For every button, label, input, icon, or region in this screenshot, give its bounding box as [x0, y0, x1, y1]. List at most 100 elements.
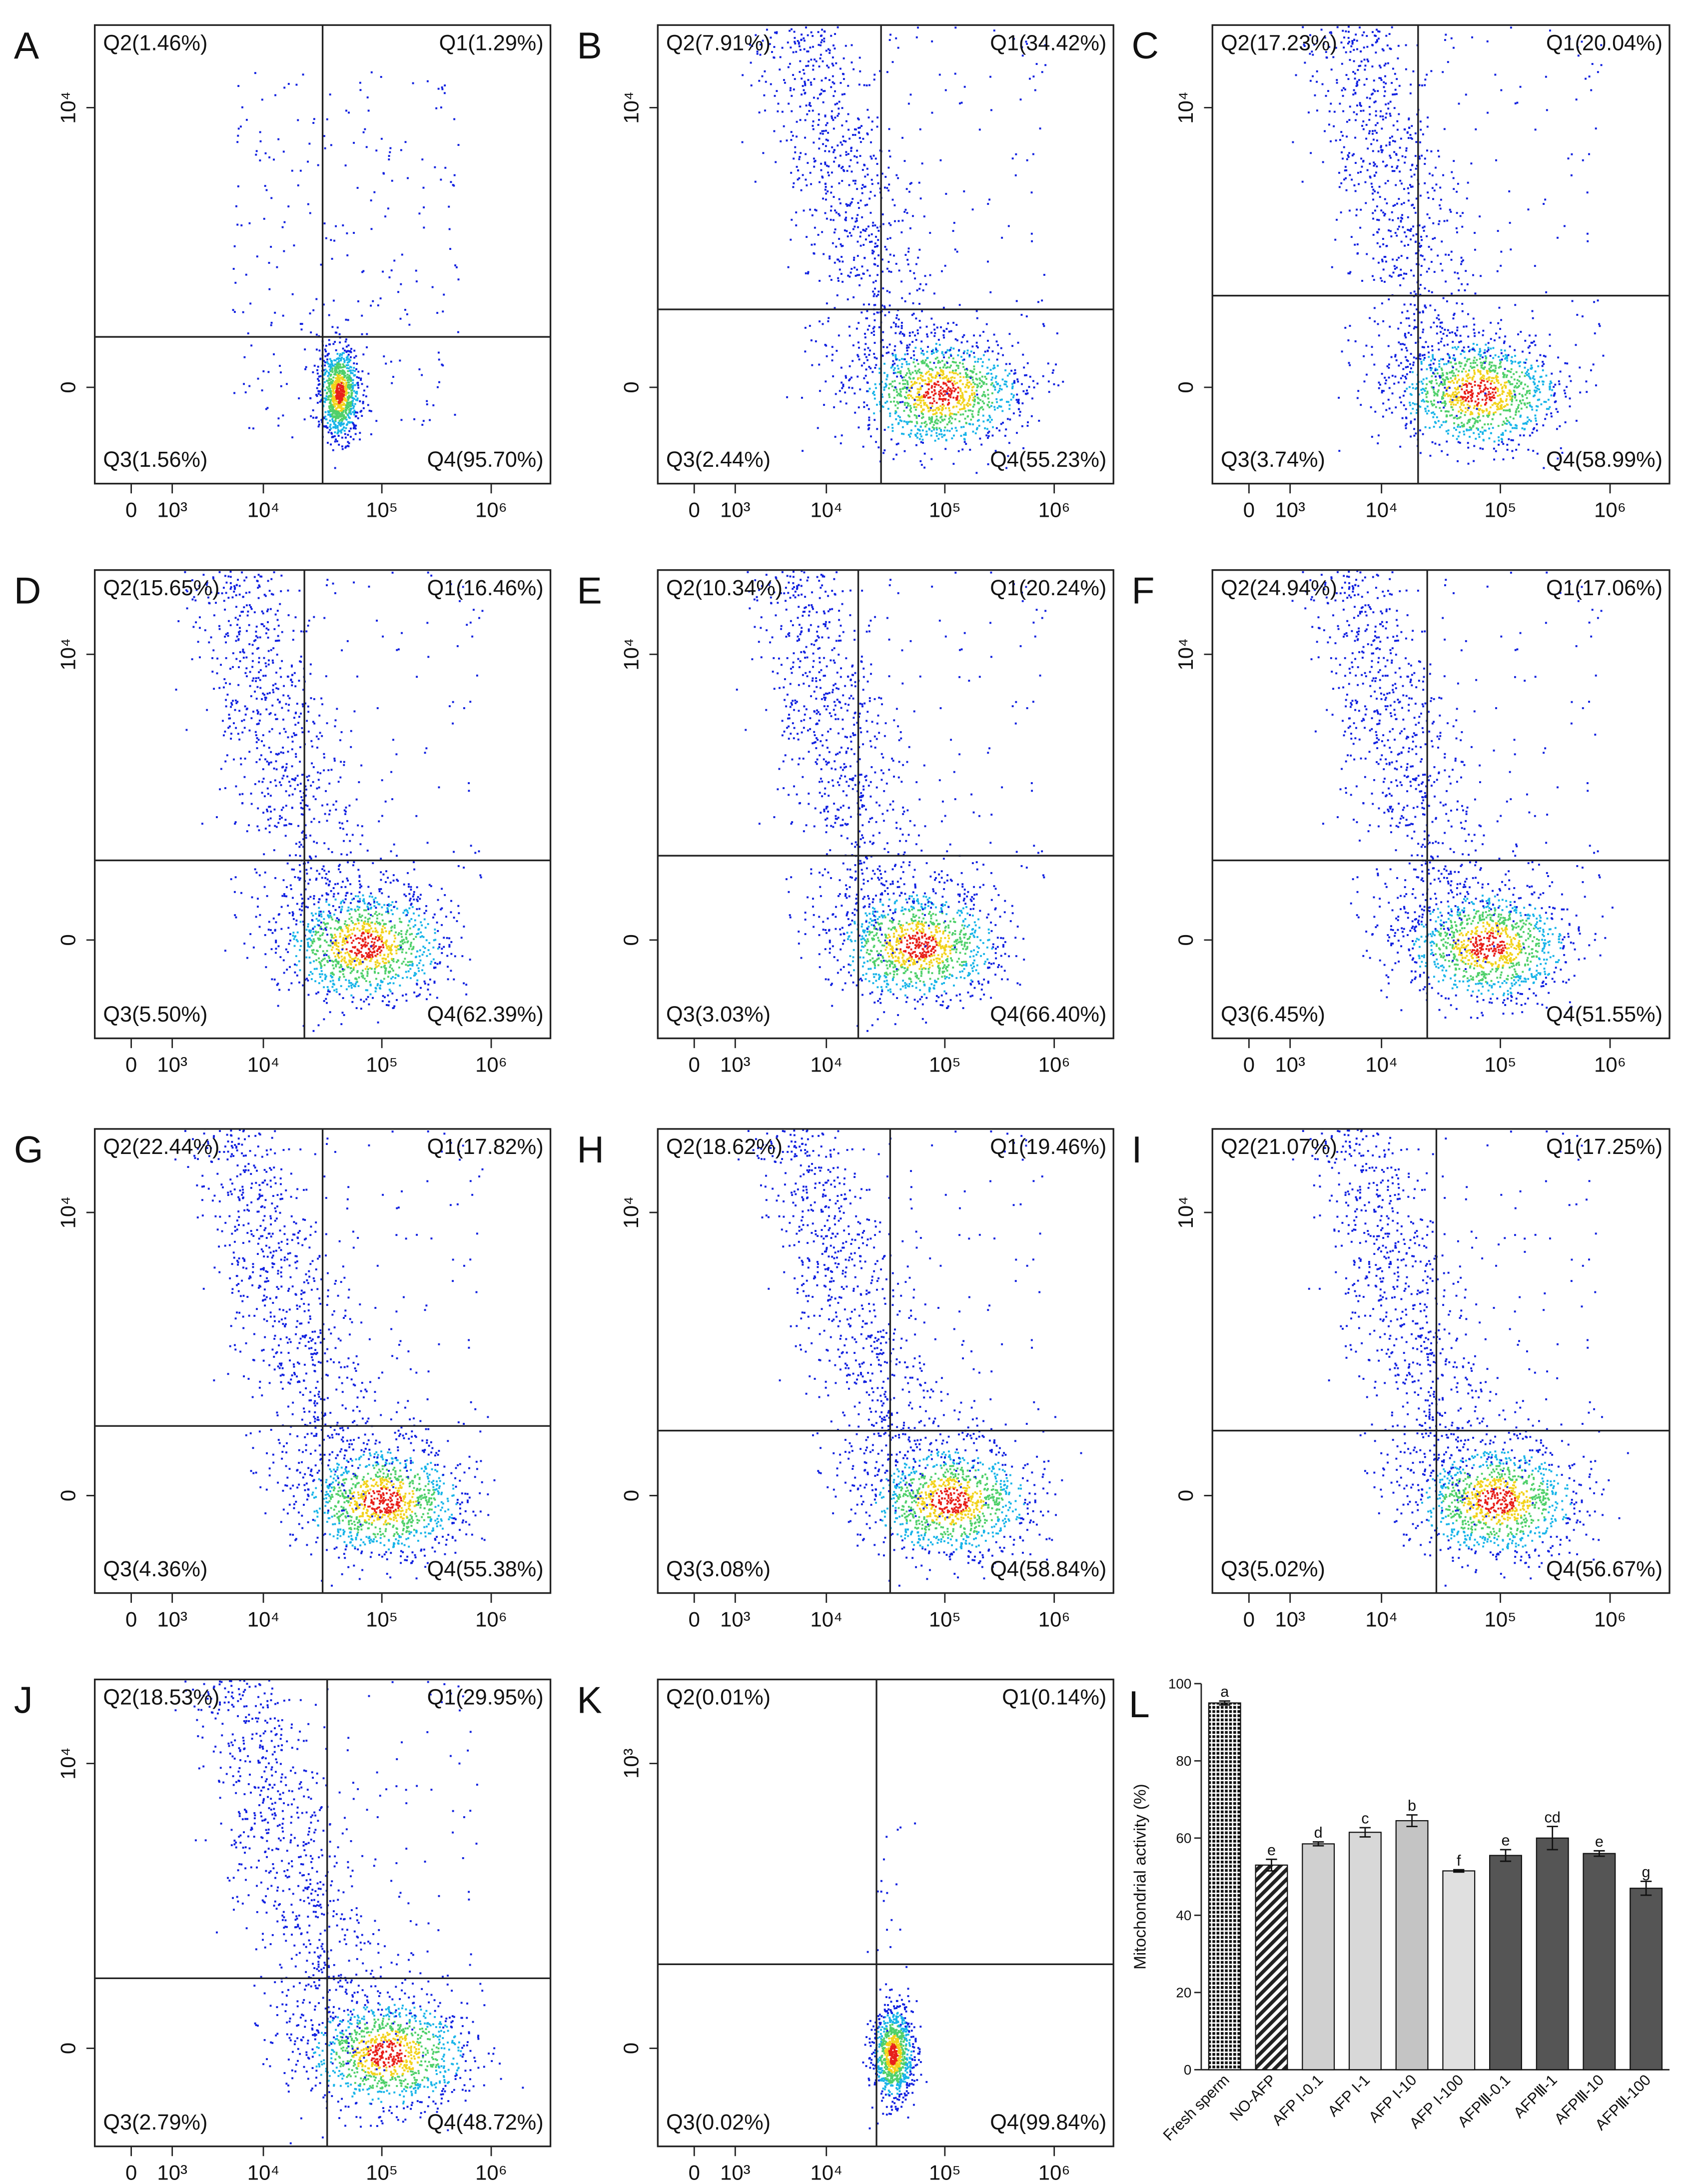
event-dot	[1505, 376, 1508, 378]
event-dot	[873, 342, 876, 344]
event-dot	[354, 427, 357, 430]
event-dot	[837, 114, 839, 117]
event-dot	[1316, 39, 1318, 42]
event-dot	[337, 417, 339, 419]
event-dot	[1358, 65, 1360, 67]
event-dot	[943, 418, 946, 421]
event-dot	[977, 413, 979, 416]
event-dot	[952, 387, 955, 389]
event-dot	[870, 233, 873, 235]
event-dot	[833, 44, 835, 46]
event-dot	[1425, 396, 1428, 398]
event-dot	[353, 356, 356, 359]
event-dot	[363, 389, 365, 392]
event-dot	[957, 365, 959, 367]
event-dot	[431, 286, 434, 288]
event-dot	[861, 192, 863, 194]
event-dot	[1416, 308, 1418, 311]
event-dot	[1511, 403, 1513, 406]
event-dot	[334, 386, 336, 388]
event-dot	[964, 434, 967, 436]
event-dot	[1489, 406, 1492, 409]
event-dot	[1493, 377, 1495, 379]
event-dot	[326, 442, 329, 444]
event-dot	[1501, 393, 1504, 395]
event-dot	[1490, 321, 1492, 324]
event-dot	[329, 370, 332, 372]
event-dot	[825, 344, 828, 347]
event-dot	[1526, 374, 1528, 376]
event-dot	[881, 355, 884, 357]
event-dot	[331, 367, 334, 370]
event-dot	[1352, 70, 1355, 73]
event-dot	[1359, 64, 1362, 67]
event-dot	[876, 403, 878, 406]
event-dot	[1460, 263, 1462, 265]
event-dot	[948, 409, 951, 412]
event-dot	[1360, 110, 1362, 112]
event-dot	[988, 430, 990, 433]
event-dot	[1348, 25, 1350, 28]
event-dot	[773, 130, 776, 132]
event-dot	[336, 412, 338, 414]
event-dot	[1506, 355, 1508, 358]
event-dot	[857, 406, 860, 409]
event-dot	[1384, 256, 1387, 258]
event-dot	[1456, 329, 1459, 331]
event-dot	[437, 87, 440, 90]
event-dot	[840, 141, 842, 143]
event-dot	[844, 219, 847, 221]
event-dot	[863, 348, 866, 351]
event-dot	[826, 64, 829, 67]
event-dot	[834, 436, 837, 438]
event-dot	[1451, 331, 1454, 333]
event-dot	[1470, 362, 1472, 364]
event-dot	[1441, 396, 1444, 398]
event-dot	[1431, 345, 1433, 347]
event-dot	[933, 328, 936, 331]
event-dot	[783, 125, 785, 127]
event-dot	[326, 426, 328, 429]
event-dot	[819, 57, 822, 59]
event-dot	[1441, 402, 1443, 404]
event-dot	[1541, 365, 1544, 367]
event-dot	[1029, 375, 1031, 378]
event-dot	[1423, 400, 1426, 403]
event-dot	[1554, 383, 1557, 386]
event-dot	[1529, 376, 1531, 379]
event-dot	[930, 386, 933, 389]
event-dot	[352, 379, 354, 381]
event-dot	[888, 304, 891, 307]
event-dot	[926, 371, 928, 374]
event-dot	[334, 384, 337, 386]
event-dot	[337, 357, 340, 359]
event-dot	[1485, 360, 1487, 363]
event-dot	[337, 362, 340, 365]
event-dot	[1353, 153, 1355, 155]
event-dot	[822, 176, 824, 179]
event-dot	[1460, 399, 1462, 402]
event-dot	[393, 259, 396, 262]
event-dot	[295, 83, 298, 86]
event-dot	[1529, 405, 1532, 407]
event-dot	[962, 400, 965, 402]
quadrant-q3: Q3(1.56%)	[103, 448, 207, 472]
event-dot	[973, 392, 975, 394]
event-dot	[821, 88, 823, 91]
event-dot	[749, 43, 751, 46]
event-dot	[800, 189, 803, 191]
event-dot	[936, 356, 938, 359]
event-dot	[401, 253, 403, 256]
event-dot	[1474, 335, 1476, 337]
event-dot	[863, 406, 865, 408]
event-dot	[857, 127, 860, 129]
event-dot	[755, 8, 757, 10]
event-dot	[245, 273, 247, 276]
event-dot	[1404, 156, 1407, 158]
event-dot	[787, 21, 789, 23]
event-dot	[1443, 406, 1445, 409]
event-dot	[1457, 424, 1460, 426]
event-dot	[990, 419, 993, 421]
event-dot	[344, 433, 346, 435]
event-dot	[825, 49, 828, 52]
